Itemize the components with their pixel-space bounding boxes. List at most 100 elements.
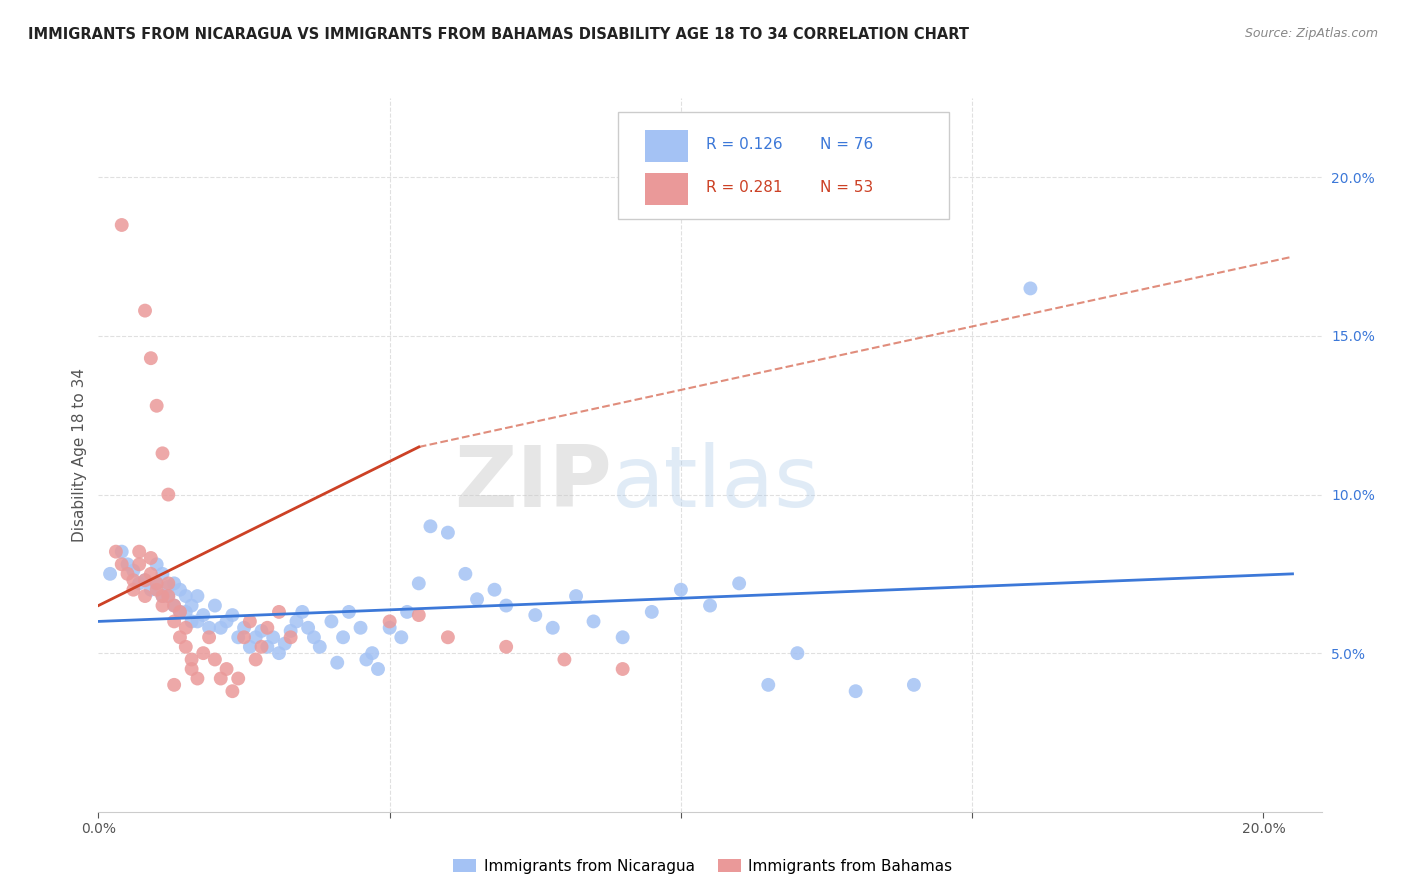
Point	[145, 576, 167, 591]
Text: N = 53: N = 53	[820, 180, 873, 194]
Point	[180, 599, 202, 613]
Point	[669, 582, 692, 597]
Point	[612, 630, 634, 644]
Point	[356, 652, 378, 666]
Point	[104, 544, 127, 558]
Point	[145, 582, 167, 597]
Text: IMMIGRANTS FROM NICARAGUA VS IMMIGRANTS FROM BAHAMAS DISABILITY AGE 18 TO 34 COR: IMMIGRANTS FROM NICARAGUA VS IMMIGRANTS …	[28, 27, 969, 42]
Point	[221, 608, 243, 623]
Point	[128, 558, 150, 572]
Point	[378, 615, 401, 629]
Point	[267, 605, 290, 619]
Point	[454, 566, 477, 581]
Point	[180, 652, 202, 666]
Point	[280, 624, 302, 638]
Point	[291, 605, 314, 619]
Point	[239, 615, 262, 629]
Point	[193, 646, 215, 660]
Point	[262, 630, 284, 644]
FancyBboxPatch shape	[645, 173, 688, 205]
Point	[215, 662, 238, 676]
Point	[180, 662, 202, 676]
Point	[169, 582, 191, 597]
Point	[122, 564, 145, 578]
Point	[302, 630, 325, 644]
Point	[157, 589, 180, 603]
Point	[465, 592, 488, 607]
Point	[157, 576, 180, 591]
Point	[139, 566, 162, 581]
Point	[163, 615, 186, 629]
Point	[145, 576, 167, 591]
Point	[174, 621, 197, 635]
Point	[134, 303, 156, 318]
Point	[157, 487, 180, 501]
Point	[786, 646, 808, 660]
Point	[553, 652, 575, 666]
Point	[152, 589, 174, 603]
Point	[903, 678, 925, 692]
Point	[128, 544, 150, 558]
Point	[169, 630, 191, 644]
Point	[193, 608, 215, 623]
Point	[1019, 281, 1042, 295]
Point	[157, 580, 180, 594]
Point	[541, 621, 564, 635]
Point	[128, 576, 150, 591]
Legend: Immigrants from Nicaragua, Immigrants from Bahamas: Immigrants from Nicaragua, Immigrants fr…	[447, 853, 959, 880]
Point	[233, 630, 256, 644]
Point	[198, 621, 221, 635]
Point	[565, 589, 588, 603]
Point	[111, 558, 134, 572]
Point	[180, 615, 202, 629]
Point	[233, 621, 256, 635]
Point	[111, 544, 134, 558]
Y-axis label: Disability Age 18 to 34: Disability Age 18 to 34	[72, 368, 87, 542]
Text: ZIP: ZIP	[454, 442, 612, 525]
Point	[367, 662, 389, 676]
Point	[361, 646, 384, 660]
Point	[484, 582, 506, 597]
Point	[163, 599, 186, 613]
Point	[419, 519, 441, 533]
Point	[145, 399, 167, 413]
Point	[174, 640, 197, 654]
Point	[326, 656, 349, 670]
Point	[641, 605, 664, 619]
Point	[174, 605, 197, 619]
Point	[349, 621, 371, 635]
FancyBboxPatch shape	[645, 130, 688, 162]
Point	[699, 599, 721, 613]
Point	[239, 640, 262, 654]
Point	[245, 652, 267, 666]
Point	[174, 589, 197, 603]
Point	[198, 630, 221, 644]
Point	[111, 218, 134, 232]
Point	[134, 589, 156, 603]
Point	[256, 640, 278, 654]
FancyBboxPatch shape	[619, 112, 949, 219]
Point	[122, 582, 145, 597]
Point	[152, 599, 174, 613]
Point	[209, 672, 232, 686]
Point	[495, 599, 517, 613]
Point	[209, 621, 232, 635]
Point	[157, 589, 180, 603]
Point	[215, 615, 238, 629]
Text: R = 0.281: R = 0.281	[706, 180, 783, 194]
Point	[285, 615, 308, 629]
Point	[582, 615, 605, 629]
Point	[437, 630, 460, 644]
Point	[152, 566, 174, 581]
Point	[495, 640, 517, 654]
Point	[122, 573, 145, 587]
Point	[204, 652, 226, 666]
Point	[145, 558, 167, 572]
Point	[117, 558, 139, 572]
Text: Source: ZipAtlas.com: Source: ZipAtlas.com	[1244, 27, 1378, 40]
Point	[186, 589, 208, 603]
Point	[117, 566, 139, 581]
Point	[226, 630, 249, 644]
Point	[280, 630, 302, 644]
Point	[337, 605, 360, 619]
